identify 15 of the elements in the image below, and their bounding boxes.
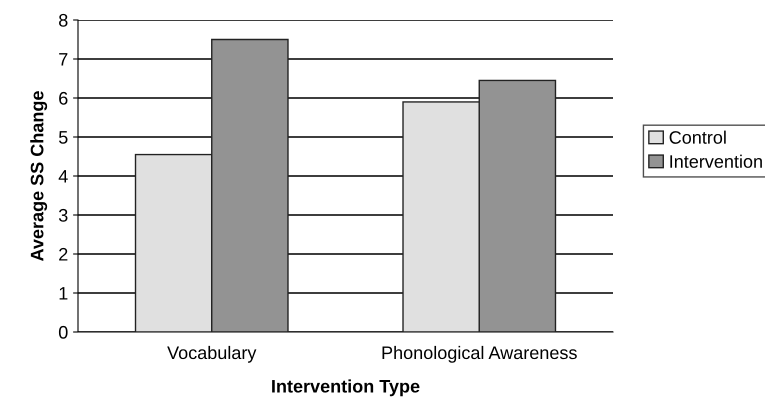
y-axis-title: Average SS Change xyxy=(30,91,48,262)
y-tick-label: 3 xyxy=(58,208,68,222)
y-tick-label: 7 xyxy=(59,53,68,66)
y-tick-label: 8 xyxy=(59,14,68,27)
y-tick-label: 5 xyxy=(58,131,68,144)
y-tick-label: 6 xyxy=(59,92,68,105)
x-tick-label: Vocabulary xyxy=(167,346,256,363)
y-tick-label: 2 xyxy=(59,248,68,261)
y-tick-label: 4 xyxy=(58,170,68,183)
y-tick-label: 0 xyxy=(58,326,68,339)
legend-label: Intervention xyxy=(670,154,762,168)
legend-label: Control xyxy=(670,130,726,144)
x-axis-title: Intervention Type xyxy=(272,379,420,396)
x-tick-label: Phonological Awareness xyxy=(382,346,577,363)
y-tick-label: 1 xyxy=(60,287,68,300)
